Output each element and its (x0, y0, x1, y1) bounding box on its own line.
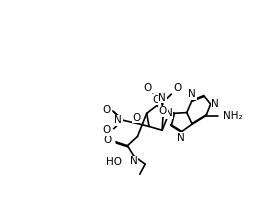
Text: O: O (102, 125, 111, 135)
Text: N: N (177, 132, 185, 142)
Text: N: N (114, 115, 122, 125)
Text: N: N (158, 93, 166, 103)
Text: N: N (165, 108, 173, 118)
Text: O: O (133, 113, 141, 122)
Text: N: N (130, 157, 138, 167)
Text: O: O (143, 83, 151, 93)
Text: N: N (188, 89, 196, 99)
Text: O: O (102, 105, 111, 115)
Text: NH₂: NH₂ (223, 111, 243, 121)
Text: O: O (159, 106, 167, 117)
Text: N: N (211, 99, 219, 109)
Text: O: O (173, 83, 181, 93)
Text: HO: HO (106, 157, 122, 167)
Text: O: O (153, 95, 161, 105)
Text: O: O (104, 135, 112, 145)
